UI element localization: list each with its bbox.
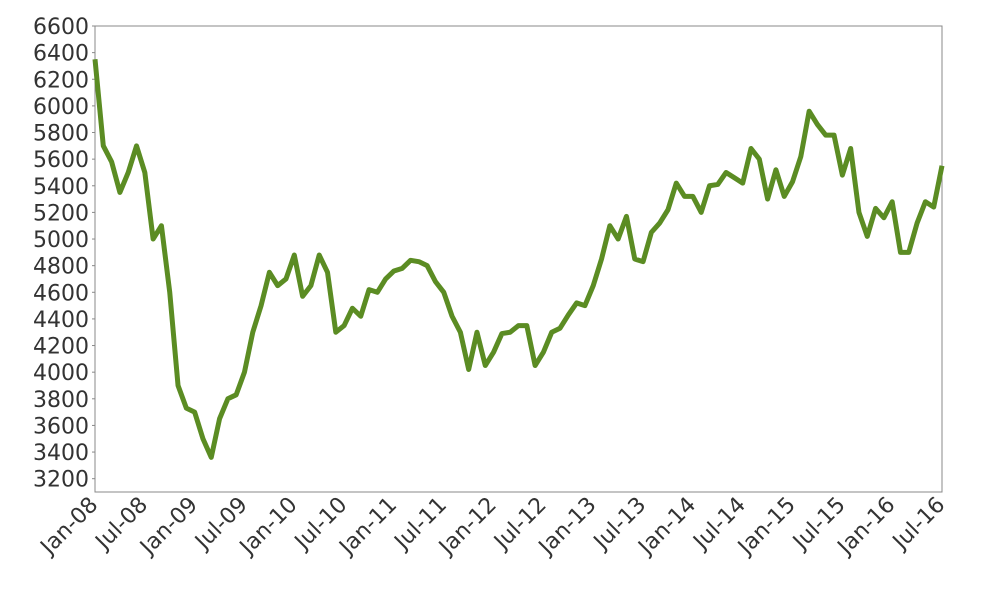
- y-tick-label: 5200: [33, 201, 89, 226]
- y-tick-label: 5600: [33, 148, 89, 173]
- y-tick-label: 4800: [33, 255, 89, 280]
- x-tick-label: Jan-08: [35, 493, 103, 561]
- y-tick-label: 6600: [33, 15, 89, 40]
- y-tick-label: 4200: [33, 335, 89, 360]
- y-tick-label: 4400: [33, 308, 89, 333]
- y-tick-label: 5800: [33, 122, 89, 147]
- y-tick-label: 3800: [33, 388, 89, 413]
- y-tick-label: 6000: [33, 95, 89, 120]
- y-tick-label: 6200: [33, 68, 89, 93]
- y-tick-label: 3200: [33, 468, 89, 493]
- y-tick-label: 3400: [33, 441, 89, 466]
- y-tick-label: 4000: [33, 361, 89, 386]
- y-tick-label: 4600: [33, 281, 89, 306]
- y-tick-label: 6400: [33, 42, 89, 67]
- data-line: [92, 59, 945, 460]
- y-tick-label: 5000: [33, 228, 89, 253]
- x-tick-label: Jul-16: [887, 493, 950, 556]
- plot-frame: [94, 25, 943, 493]
- y-tick-label: 5400: [33, 175, 89, 200]
- y-tick-label: 3600: [33, 414, 89, 439]
